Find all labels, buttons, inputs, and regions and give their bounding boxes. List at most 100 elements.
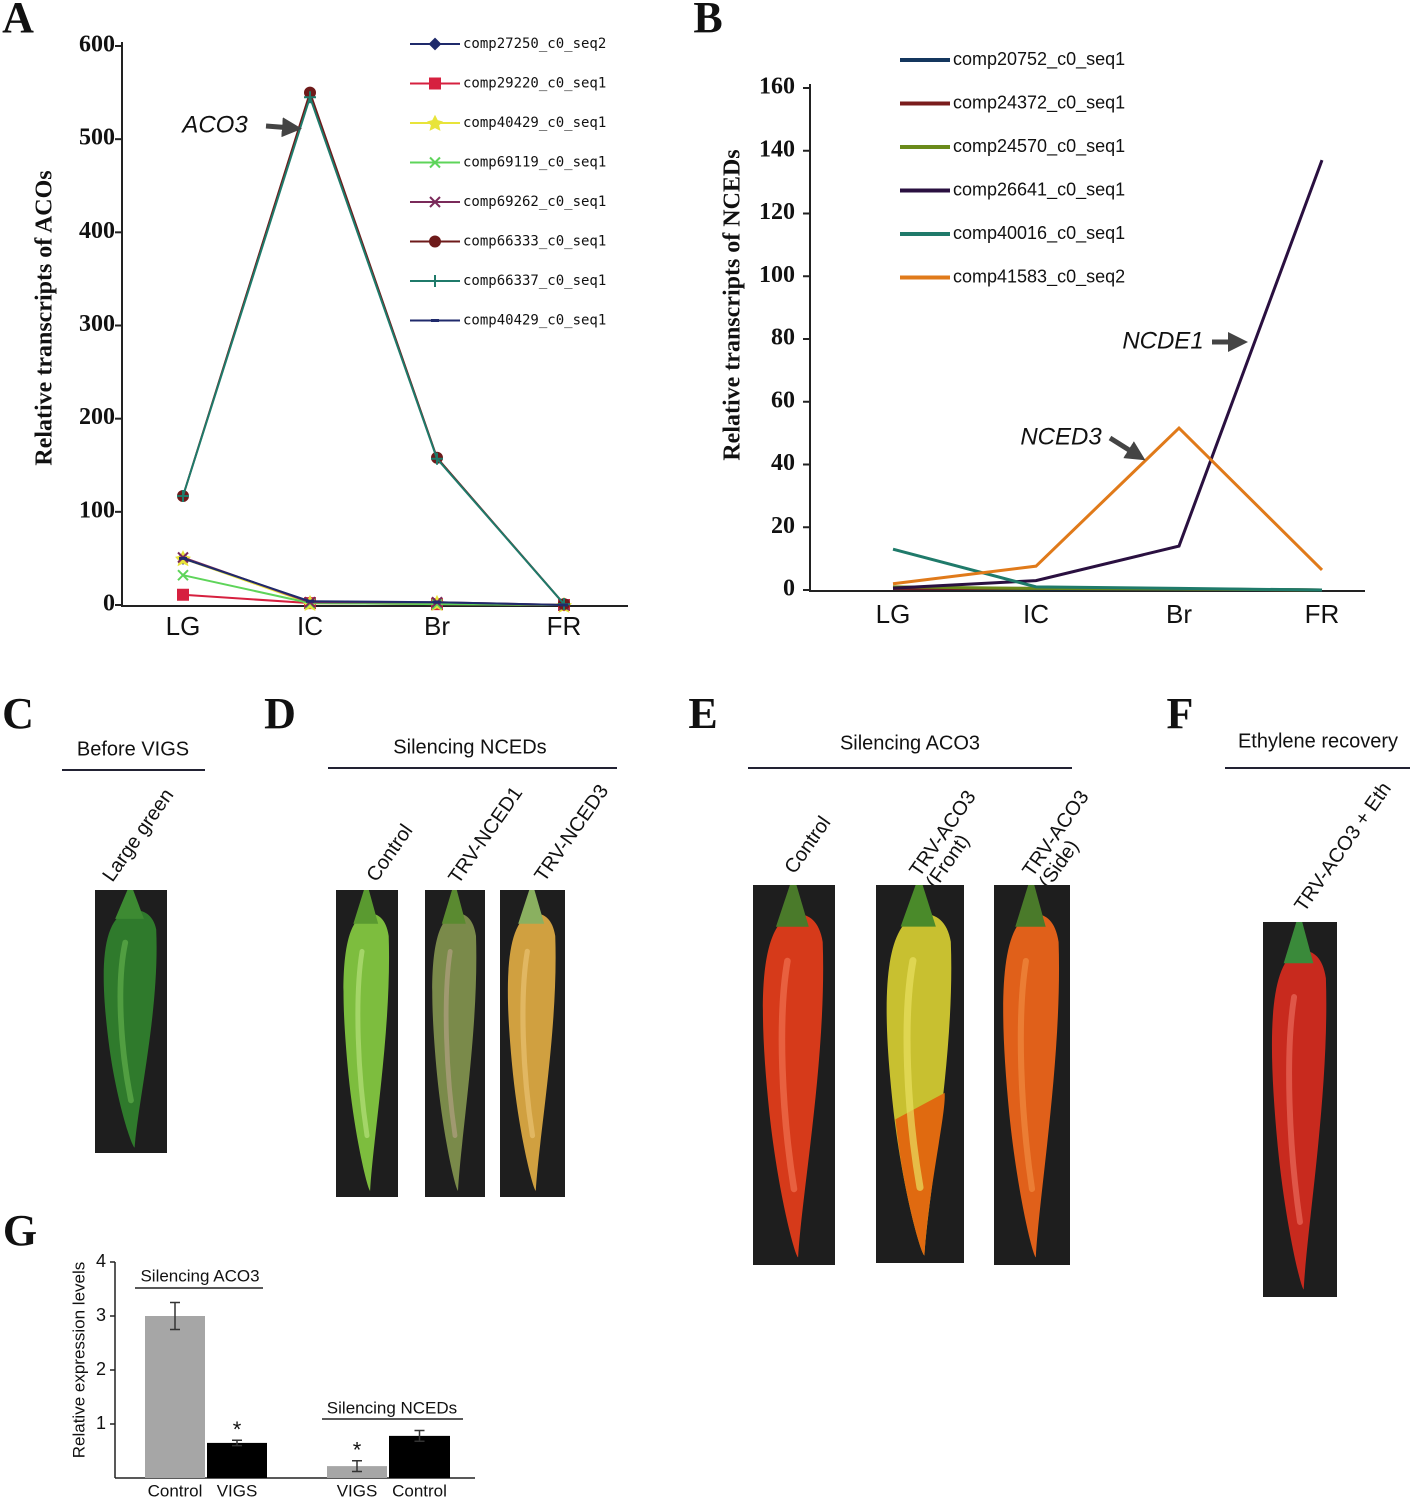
annotation-arrow [1108, 435, 1146, 461]
legend-label: comp41583_c0_seq2 [953, 266, 1125, 287]
marker [431, 452, 443, 465]
legend-marker [428, 37, 442, 51]
y-tick-label: 1 [96, 1413, 106, 1433]
legend-marker [429, 235, 441, 248]
error-bar [232, 1439, 242, 1447]
group-label: Silencing NCEDs [327, 1398, 457, 1417]
x-tick-label: IC [297, 611, 323, 641]
legend-label: comp69119_c0_seq1 [463, 155, 606, 171]
x-tick-label: Control [148, 1481, 203, 1500]
legend-label: comp40429_c0_seq1 [463, 313, 606, 329]
pepper-stem [775, 885, 809, 927]
error-bar [352, 1459, 362, 1473]
sample-label: Control [362, 820, 417, 885]
legend-label: comp29220_c0_seq1 [463, 76, 606, 92]
legend-label: comp26641_c0_seq1 [953, 179, 1125, 200]
pepper-stem [518, 890, 545, 924]
pepper-stem [115, 890, 144, 919]
series-line [892, 426, 1324, 586]
annotation: NCED3 [1020, 423, 1102, 450]
y-tick-label: 200 [79, 404, 115, 430]
bar [207, 1442, 267, 1478]
marker [177, 569, 189, 581]
pepper-stem [1015, 885, 1046, 927]
legend-label: comp66333_c0_seq1 [463, 234, 606, 250]
pepper [103, 910, 157, 1148]
panel-title: Silencing NCEDs [393, 736, 546, 758]
annotation-arrow [265, 117, 302, 138]
error-bar [414, 1429, 425, 1443]
y-tick-label: 400 [79, 218, 115, 244]
series-line [892, 159, 1324, 590]
y-axis-label: Relative transcripts of ACOs [32, 170, 58, 465]
marker [177, 489, 189, 502]
y-tick-label: 140 [759, 136, 795, 162]
significance-label: * [353, 1438, 362, 1463]
y-tick-label: 100 [759, 262, 795, 288]
series-line [892, 547, 1323, 592]
pepper-highlight [520, 948, 536, 1139]
series-line [182, 574, 565, 606]
series-line [182, 557, 565, 606]
y-axis-label: Relative expression levels [69, 1262, 88, 1459]
y-tick-label: 60 [771, 387, 795, 413]
pepper [1271, 950, 1327, 1290]
legend-label: comp27250_c0_seq2 [463, 36, 606, 52]
panel-letter: E [688, 689, 717, 738]
pepper [1003, 914, 1060, 1258]
y-tick-label: 2 [96, 1359, 106, 1379]
x-tick-label: VIGS [337, 1481, 378, 1500]
error-bar [170, 1301, 180, 1331]
pepper-highlight [443, 949, 458, 1138]
pepper [432, 913, 477, 1191]
sample-label: TRV-ACO3 + Eth [1290, 778, 1395, 916]
y-tick-label: 3 [96, 1305, 106, 1325]
x-tick-label: FR [547, 611, 582, 641]
x-tick-label: FR [1305, 599, 1340, 629]
y-tick-label: 120 [759, 199, 795, 225]
sample-label: TRV-NCED3 [530, 781, 613, 886]
group-label: Silencing ACO3 [140, 1266, 259, 1285]
pepper-stem [900, 885, 936, 927]
y-tick-label: 500 [79, 125, 115, 151]
panel-letter: G [3, 1206, 37, 1255]
y-tick-label: 0 [783, 576, 795, 602]
y-tick-label: 4 [96, 1251, 106, 1271]
panel-letter: D [264, 689, 296, 738]
sample-label: Large green [98, 785, 178, 886]
pepper-highlight [778, 957, 798, 1193]
y-tick-label: 160 [759, 74, 795, 100]
panel-title: Silencing ACO3 [840, 732, 980, 754]
pepper-highlight [1017, 957, 1036, 1193]
significance-label: * [233, 1417, 242, 1442]
y-tick-label: 20 [771, 513, 795, 539]
legend-label: comp40016_c0_seq1 [953, 223, 1125, 244]
panel-letter: A [2, 0, 34, 42]
pepper-highlight [1286, 994, 1303, 1225]
y-tick-label: 600 [79, 32, 115, 58]
pepper-stem [1283, 922, 1314, 964]
annotation: ACO3 [180, 111, 248, 138]
legend-marker [429, 275, 441, 287]
y-tick-label: 0 [103, 591, 115, 617]
marker [304, 91, 316, 104]
panel-letter: B [693, 0, 722, 42]
series-line [182, 94, 565, 605]
annotation: NCDE1 [1122, 327, 1203, 354]
legend-label: comp24570_c0_seq1 [953, 136, 1125, 157]
pepper-stem [353, 890, 379, 924]
pepper [507, 913, 556, 1191]
y-axis-label: Relative transcripts of NCEDs [720, 149, 746, 460]
x-tick-label: IC [1023, 599, 1049, 629]
legend-label: comp66337_c0_seq1 [463, 273, 606, 289]
y-tick-label: 100 [79, 497, 115, 523]
pepper [762, 914, 824, 1258]
panel-letter: C [2, 689, 34, 738]
pepper [343, 913, 390, 1191]
pepper-highlight [355, 948, 370, 1139]
pepper-highlight [117, 939, 134, 1104]
panel-letter: F [1167, 689, 1194, 738]
y-tick-label: 300 [79, 311, 115, 337]
x-tick-label: Control [392, 1481, 447, 1500]
